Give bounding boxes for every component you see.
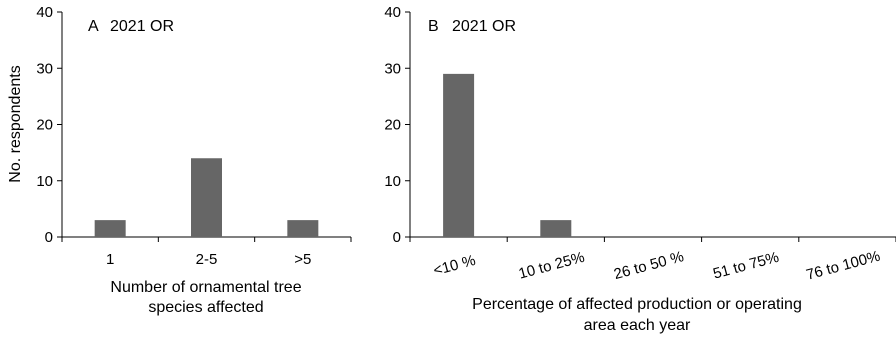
panel-b-y-tick-label: 10	[384, 173, 401, 190]
panel-b-x-tick-label: 76 to 100%	[804, 248, 882, 284]
panel-a-bar	[287, 220, 318, 237]
panel-a-label: A	[88, 18, 99, 35]
panel-a-title: 2021 OR	[110, 18, 174, 35]
panel-b-title: 2021 OR	[452, 18, 516, 35]
panel-a-bar	[191, 158, 222, 237]
panel-b-y-tick-label: 30	[384, 60, 401, 77]
panel-b-y-tick-label: 0	[393, 229, 401, 246]
y-axis-label: No. respondents	[7, 65, 24, 182]
panel-b: B 2021 OR Percentage of affected product…	[384, 4, 896, 334]
panel-b-label: B	[428, 18, 439, 35]
panel-a: A 2021 OR No. respondents Number of orna…	[7, 4, 351, 316]
panel-a-x-tick-label: 1	[106, 251, 114, 268]
panel-b-bar	[540, 220, 571, 237]
panel-a-x-tick-label: 2-5	[196, 251, 218, 268]
panel-a-x-axis-label-line-2: species affected	[148, 299, 263, 316]
panel-a-bar	[95, 220, 126, 237]
panel-a-y-tick-label: 0	[45, 229, 53, 246]
panel-b-x-tick-label: 51 to 75%	[711, 249, 781, 283]
panel-a-x-axis-label-line-1: Number of ornamental tree	[110, 279, 301, 296]
panel-a-y-tick-label: 20	[36, 117, 53, 134]
panel-a-y-tick-label: 30	[36, 60, 53, 77]
panel-b-x-axis-label-line-2: area each year	[584, 317, 691, 334]
panel-b-x-tick-label: 10 to 25%	[517, 249, 587, 283]
panel-a-y-tick-label: 40	[36, 4, 53, 21]
panel-b-x-axis-label-line-1: Percentage of affected production or ope…	[472, 296, 802, 313]
panel-a-x-tick-label: >5	[294, 251, 311, 268]
panel-a-y-tick-label: 10	[36, 173, 53, 190]
panel-b-x-tick-label: 26 to 50 %	[612, 248, 686, 283]
panel-b-x-tick-label: <10 %	[431, 252, 477, 280]
panel-b-y-tick-label: 20	[384, 117, 401, 134]
panel-b-y-tick-label: 40	[384, 4, 401, 21]
panel-b-bar	[443, 74, 474, 237]
